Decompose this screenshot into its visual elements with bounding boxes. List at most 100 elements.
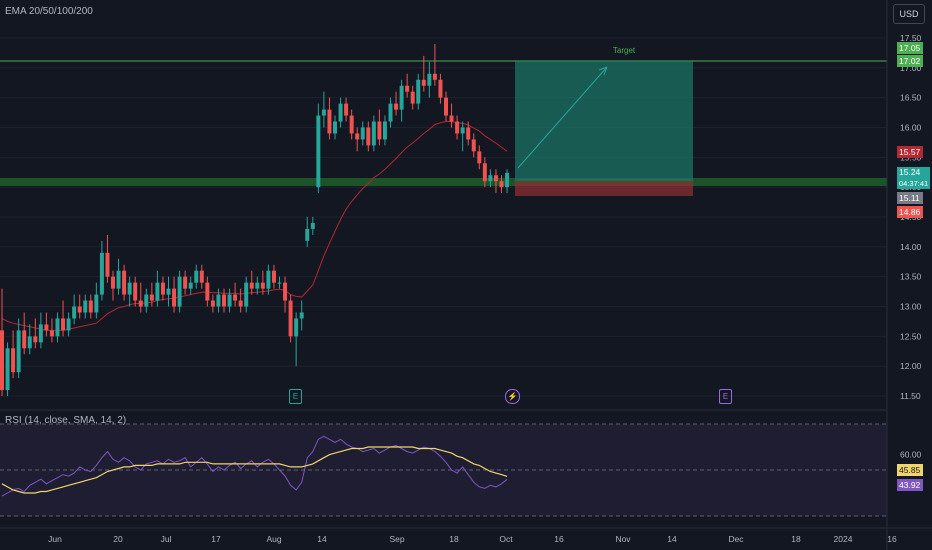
loss-zone <box>515 181 693 196</box>
candle-body <box>138 300 143 307</box>
candle <box>460 121 465 152</box>
candle-body <box>16 330 21 373</box>
candle <box>27 324 32 355</box>
time-axis-label: 20 <box>113 534 123 544</box>
dividend-icon[interactable]: ⚡ <box>505 389 520 404</box>
candle <box>321 91 326 128</box>
candle <box>488 169 493 188</box>
candle-body <box>305 228 310 241</box>
candle-body <box>194 270 199 283</box>
candle-body <box>155 282 160 301</box>
candle-body <box>233 294 238 301</box>
candle <box>105 234 110 283</box>
price-axis-label: 14.00 <box>900 242 922 252</box>
ema-indicator-label[interactable]: EMA 20/50/100/200 <box>5 6 93 17</box>
currency-button[interactable]: USD <box>893 4 925 24</box>
price-axis-label: 12.00 <box>900 361 922 371</box>
candle <box>271 264 276 289</box>
candle-body <box>55 318 60 337</box>
candle <box>455 115 460 140</box>
candle <box>499 175 504 194</box>
time-axis-label: Oct <box>499 534 513 544</box>
candle-body <box>72 306 77 319</box>
candle-body <box>455 121 460 134</box>
time-axis-label: Dec <box>728 534 744 544</box>
candle <box>377 109 382 146</box>
candle <box>327 97 332 140</box>
candle-body <box>177 276 182 307</box>
candle-body <box>44 324 49 331</box>
candle-body <box>377 121 382 140</box>
candle-body <box>416 79 421 104</box>
candle-body <box>366 127 371 146</box>
candles <box>0 43 510 397</box>
candle <box>277 276 282 289</box>
candle <box>88 294 93 319</box>
target-line-price-tag: 17.02 <box>897 55 923 67</box>
candle <box>471 133 476 158</box>
earnings-icon[interactable]: E <box>719 389 732 404</box>
candle-body <box>210 300 215 307</box>
candle <box>366 121 371 152</box>
candle <box>394 91 399 116</box>
price-axis-label: 11.50 <box>900 391 921 401</box>
candle-body <box>88 300 93 313</box>
candle <box>61 300 66 337</box>
candle-body <box>244 282 249 307</box>
time-axis-label: 16 <box>887 534 897 544</box>
candle-body <box>216 294 221 307</box>
candle-body <box>83 300 88 313</box>
candle <box>149 282 154 307</box>
candle-body <box>271 270 276 283</box>
candle-body <box>149 294 154 301</box>
candle <box>310 217 315 235</box>
candle <box>505 169 510 194</box>
candle-body <box>394 103 399 110</box>
candle-body <box>399 85 404 110</box>
earnings-icon[interactable]: E <box>289 389 302 404</box>
candle-body <box>410 91 415 104</box>
candle-body <box>444 97 448 116</box>
candle <box>260 270 265 295</box>
candle-body <box>188 282 193 289</box>
price-axis-label: 16.50 <box>900 93 922 103</box>
candle <box>416 73 421 110</box>
target-arrow-head <box>598 66 608 76</box>
rsi-indicator-label[interactable]: RSI (14, close, SMA, 14, 2) <box>5 415 127 426</box>
candle <box>205 276 210 307</box>
candle <box>477 145 482 170</box>
candle <box>382 115 387 146</box>
candle-body <box>310 222 315 229</box>
candle-body <box>460 127 465 134</box>
candle <box>466 121 471 146</box>
candle-body <box>255 282 260 289</box>
candle-body <box>432 73 437 80</box>
candle <box>371 115 376 152</box>
candle <box>355 127 360 152</box>
candle-body <box>283 282 288 301</box>
candle-body <box>427 73 432 86</box>
candle <box>160 276 165 301</box>
support-zone <box>0 178 887 186</box>
candle-body <box>127 282 132 295</box>
candle <box>77 294 82 319</box>
price-axis-label: 16.00 <box>900 122 922 132</box>
grid-lines <box>0 37 887 397</box>
candle <box>127 276 132 307</box>
ema-line <box>1 121 508 331</box>
candle <box>122 264 127 301</box>
candle <box>288 294 293 343</box>
candle-body <box>49 330 54 337</box>
candle <box>0 288 4 397</box>
candle-body <box>438 79 443 98</box>
time-axis-label: Sep <box>389 534 404 544</box>
time-axis-label: 18 <box>791 534 801 544</box>
candle <box>183 270 188 295</box>
time-axis-label: 14 <box>317 534 327 544</box>
candle <box>360 121 365 146</box>
candle-body <box>172 288 177 307</box>
candle-body <box>299 312 304 319</box>
candle <box>172 276 177 313</box>
candle-body <box>382 121 387 140</box>
